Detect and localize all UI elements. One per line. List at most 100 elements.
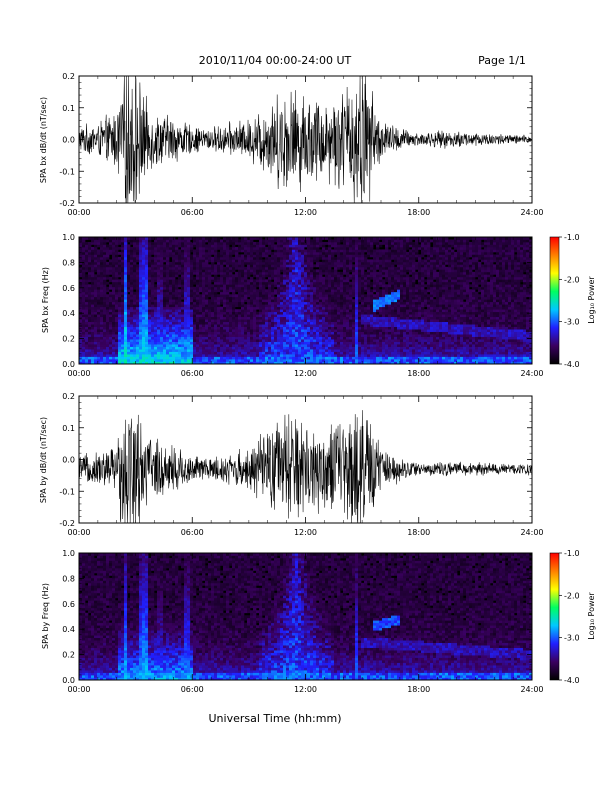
spectrogram-cell (313, 329, 316, 332)
spectrogram-cell (157, 354, 160, 357)
spectrogram-cell (358, 354, 361, 357)
spectrogram-cell (79, 342, 82, 345)
spectrogram-cell (250, 334, 253, 337)
spectrogram-cell (184, 329, 187, 332)
spectrogram-cell (232, 302, 235, 305)
spectrogram-cell (181, 249, 184, 252)
spectrogram-cell (301, 347, 304, 350)
spectrogram-cell (115, 332, 118, 335)
spectrogram-cell (91, 317, 94, 320)
spectrogram-cell (265, 357, 268, 360)
spectrogram-cell (109, 309, 112, 312)
spectrogram-cell (295, 307, 298, 310)
spectrogram-cell (229, 239, 232, 242)
spectrogram-cell (367, 254, 370, 257)
spectrogram-cell (178, 304, 181, 307)
spectrogram-cell (223, 357, 226, 360)
spectrogram-cell (280, 264, 283, 267)
spectrogram-cell (244, 277, 247, 280)
spectrogram-cell (112, 332, 115, 335)
spectrogram-cell (334, 359, 337, 362)
spectrogram-cell (325, 349, 328, 352)
spectrogram-cell (244, 357, 247, 360)
spectrogram-cell (274, 327, 277, 330)
spectrogram-cell (106, 344, 109, 347)
spectrogram-cell (346, 334, 349, 337)
spectrogram-cell (349, 322, 352, 325)
spectrogram-cell (268, 242, 271, 245)
spectrogram-cell (370, 304, 373, 307)
spectrogram-cell (244, 239, 247, 242)
spectrogram-cell (346, 349, 349, 352)
spectrogram-cell (241, 349, 244, 352)
spectrogram-cell (367, 239, 370, 242)
spectrogram-cell (355, 294, 358, 297)
spectrogram-cell (169, 342, 172, 345)
spectrogram-cell (127, 299, 130, 302)
spectrogram-cell (325, 319, 328, 322)
spectrogram-cell (331, 274, 334, 277)
spectrogram-cell (97, 284, 100, 287)
spectrogram-cell (121, 277, 124, 280)
spectrogram-cell (82, 339, 85, 342)
spectrogram-cell (175, 359, 178, 362)
spectrogram-cell (169, 304, 172, 307)
spectrogram-cell (367, 294, 370, 297)
spectrogram-cell (328, 279, 331, 282)
spectrogram-cell (160, 297, 163, 300)
spectrogram-cell (232, 244, 235, 247)
spectrogram-cell (286, 282, 289, 285)
spectrogram-cell (289, 322, 292, 325)
spectrogram-cell (154, 324, 157, 327)
spectrogram-cell (163, 254, 166, 257)
spectrogram-cell (226, 277, 229, 280)
spectrogram-cell (298, 334, 301, 337)
spectrogram-cell (340, 272, 343, 275)
spectrogram-cell (292, 359, 295, 362)
spectrogram-cell (121, 334, 124, 337)
spectrogram-cell (184, 284, 187, 287)
spectrogram-cell (130, 252, 133, 255)
spectrogram-cell (337, 242, 340, 245)
spectrogram-cell (232, 319, 235, 322)
spectrogram-cell (151, 312, 154, 315)
spectrogram-cell (340, 284, 343, 287)
spectrogram-cell (145, 359, 148, 362)
spectrogram-cell (190, 302, 193, 305)
spectrogram-cell (214, 279, 217, 282)
spectrogram-cell (301, 344, 304, 347)
spectrogram-cell (235, 304, 238, 307)
spectrogram-cell (328, 282, 331, 285)
spectrogram-cell (178, 327, 181, 330)
spectrogram-cell (181, 339, 184, 342)
spectrogram-cell (157, 249, 160, 252)
spectrogram-cell (292, 282, 295, 285)
spectrogram-cell (307, 239, 310, 242)
spectrogram-cell (157, 339, 160, 342)
spectrogram-cell (205, 339, 208, 342)
spectrogram-cell (151, 357, 154, 360)
spectrogram-cell (136, 289, 139, 292)
spectrogram-cell (295, 349, 298, 352)
spectrogram-cell (193, 324, 196, 327)
spectrogram-cell (304, 282, 307, 285)
spectrogram-cell (352, 294, 355, 297)
spectrogram-cell (286, 357, 289, 360)
spectrogram-cell (262, 262, 265, 265)
spectrogram-cell (268, 292, 271, 295)
spectrogram-cell (118, 267, 121, 270)
spectrogram-cell (220, 359, 223, 362)
spectrogram-cell (328, 312, 331, 315)
spectrogram-cell (157, 312, 160, 315)
spectrogram-cell (193, 302, 196, 305)
spectrogram-cell (211, 287, 214, 290)
spectrogram-cell (127, 264, 130, 267)
spectrogram-cell (94, 252, 97, 255)
spectrogram-cell (142, 292, 145, 295)
spectrogram-cell (88, 339, 91, 342)
spectrogram-cell (346, 329, 349, 332)
spectrogram-cell (235, 277, 238, 280)
spectrogram-cell (280, 267, 283, 270)
spectrogram-cell (82, 239, 85, 242)
spectrogram-cell (334, 342, 337, 345)
